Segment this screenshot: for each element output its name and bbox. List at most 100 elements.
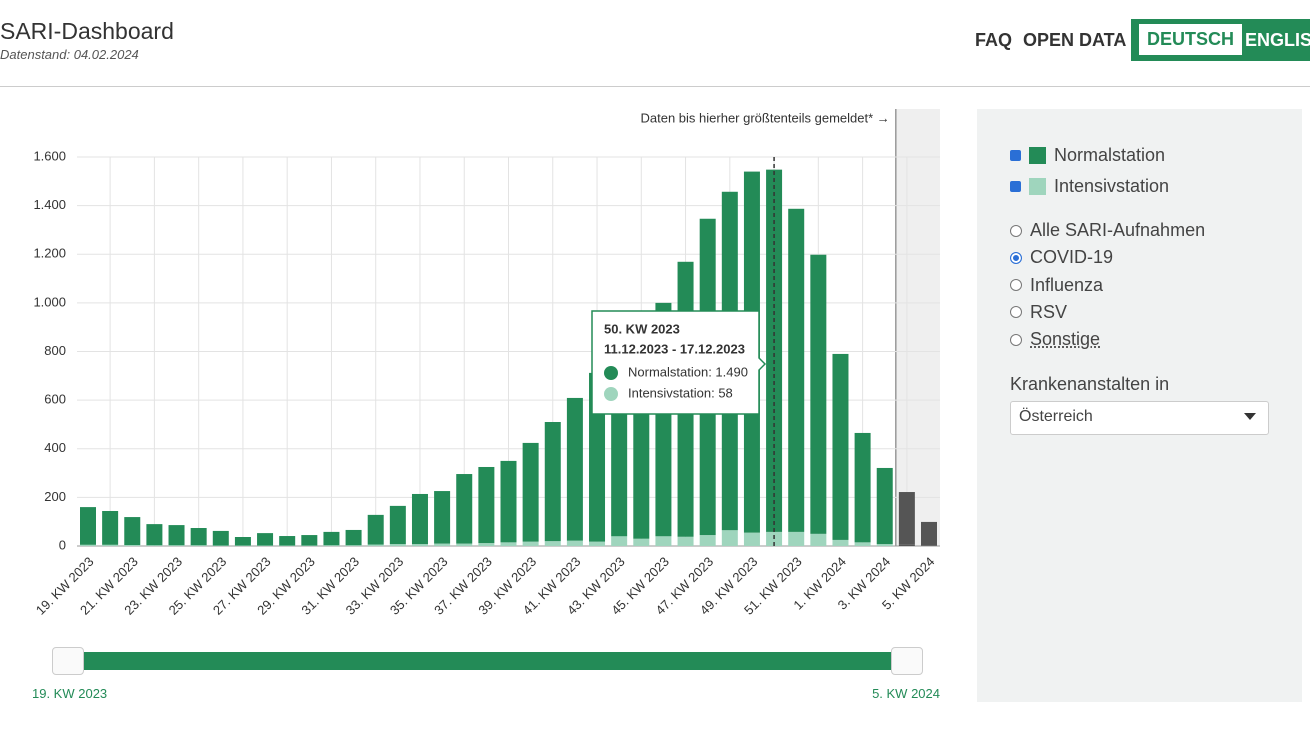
bar-segment: [877, 544, 893, 546]
checkbox[interactable]: [1010, 181, 1021, 192]
bar-segment: [921, 545, 937, 546]
bar-segment: [235, 537, 251, 546]
bar-segment: [169, 545, 185, 546]
bar-segment: [523, 443, 539, 542]
tooltip-swatch: [604, 366, 618, 380]
bar-segment: [390, 506, 406, 544]
bar-segment: [434, 491, 450, 544]
bar-segment: [456, 474, 472, 544]
bar-segment: [191, 545, 207, 546]
radio-option[interactable]: Sonstige: [1010, 329, 1100, 350]
bar-segment: [478, 467, 494, 543]
y-tick-label: 0: [59, 537, 66, 552]
y-tick-label: 200: [44, 489, 66, 504]
bar-segment: [323, 532, 339, 545]
bar-segment: [301, 535, 317, 545]
radio-label: Influenza: [1030, 275, 1103, 296]
slider-start: 19. KW 2023: [32, 686, 107, 701]
bar-segment: [788, 209, 804, 532]
legend-swatch: [1029, 147, 1046, 164]
bar-segment: [855, 542, 871, 546]
radio-option[interactable]: Alle SARI-Aufnahmen: [1010, 220, 1205, 241]
bar-segment: [80, 507, 96, 545]
chart: Daten bis hierher größtenteils gemeldet*…: [0, 0, 960, 737]
legend-label: Normalstation: [1054, 145, 1165, 166]
bar-segment: [501, 461, 517, 542]
bar-segment: [323, 545, 339, 546]
bar-segment: [390, 544, 406, 546]
radio[interactable]: [1010, 225, 1022, 237]
legend-item[interactable]: Intensivstation: [1010, 176, 1169, 197]
bar-segment: [368, 515, 384, 545]
radio-label: Sonstige: [1030, 329, 1100, 350]
bar-segment: [523, 542, 539, 546]
radio[interactable]: [1010, 252, 1022, 264]
radio-option[interactable]: RSV: [1010, 302, 1067, 323]
radio-option[interactable]: COVID-19: [1010, 247, 1113, 268]
bar-segment: [412, 544, 428, 546]
tooltip-line: Intensivstation: 58: [628, 385, 733, 400]
region-label: Krankenanstalten in: [1010, 374, 1169, 395]
bar-segment: [346, 530, 362, 545]
bar-segment: [899, 492, 915, 545]
radio-option[interactable]: Influenza: [1010, 275, 1103, 296]
radio[interactable]: [1010, 279, 1022, 291]
bar-segment: [456, 544, 472, 546]
radio-label: Alle SARI-Aufnahmen: [1030, 220, 1205, 241]
bar-segment: [877, 468, 893, 544]
bar-segment: [788, 532, 804, 546]
dropdown-arrow: [1244, 413, 1256, 421]
bar-segment: [921, 522, 937, 545]
bar-segment: [80, 545, 96, 546]
checkbox[interactable]: [1010, 150, 1021, 161]
slider-handle[interactable]: [891, 647, 923, 675]
bar-segment: [124, 517, 140, 545]
bar-segment: [567, 398, 583, 541]
bar-segment: [722, 530, 738, 546]
bar-segment: [257, 533, 273, 545]
y-tick-label: 1.400: [33, 197, 66, 212]
bar-segment: [545, 541, 561, 546]
legend-swatch: [1029, 178, 1046, 195]
bar-segment: [102, 511, 118, 545]
bar-segment: [810, 534, 826, 546]
bar-segment: [146, 524, 162, 545]
slider-handle[interactable]: [52, 647, 84, 675]
bar-segment: [346, 545, 362, 546]
radio-label: RSV: [1030, 302, 1067, 323]
bar-segment: [545, 422, 561, 541]
bar-segment: [700, 535, 716, 546]
legend-item[interactable]: Normalstation: [1010, 145, 1165, 166]
bar-segment: [633, 539, 649, 546]
bar-segment: [213, 531, 229, 546]
y-tick-label: 1.600: [33, 148, 66, 163]
bar-segment: [501, 542, 517, 546]
tooltip-dates: 11.12.2023 - 17.12.2023: [604, 341, 745, 356]
bar-segment: [412, 494, 428, 544]
tooltip-line: Normalstation: 1.490: [628, 364, 748, 379]
bar-segment: [191, 528, 207, 545]
y-tick-label: 400: [44, 440, 66, 455]
radio[interactable]: [1010, 334, 1022, 346]
y-tick-label: 800: [44, 343, 66, 358]
bar-segment: [434, 544, 450, 546]
region-value: Österreich: [1019, 408, 1093, 426]
language-en[interactable]: ENGLISH: [1245, 30, 1310, 51]
legend-label: Intensivstation: [1054, 176, 1169, 197]
nav-link[interactable]: FAQ: [975, 30, 1012, 51]
slider-end: 5. KW 2024: [872, 686, 940, 701]
report-annotation: Daten bis hierher größtenteils gemeldet*…: [641, 110, 890, 125]
bar-segment: [169, 525, 185, 545]
radio[interactable]: [1010, 306, 1022, 318]
nav-link[interactable]: OPEN DATA: [1023, 30, 1126, 51]
bar-segment: [478, 543, 494, 546]
bar-segment: [655, 536, 671, 546]
bar-segment: [279, 536, 295, 545]
range-slider[interactable]: [52, 652, 923, 670]
language-de[interactable]: DEUTSCH: [1139, 24, 1242, 55]
bar-segment: [102, 545, 118, 546]
bar-segment: [146, 545, 162, 546]
bar-segment: [810, 255, 826, 534]
bar-segment: [832, 354, 848, 540]
